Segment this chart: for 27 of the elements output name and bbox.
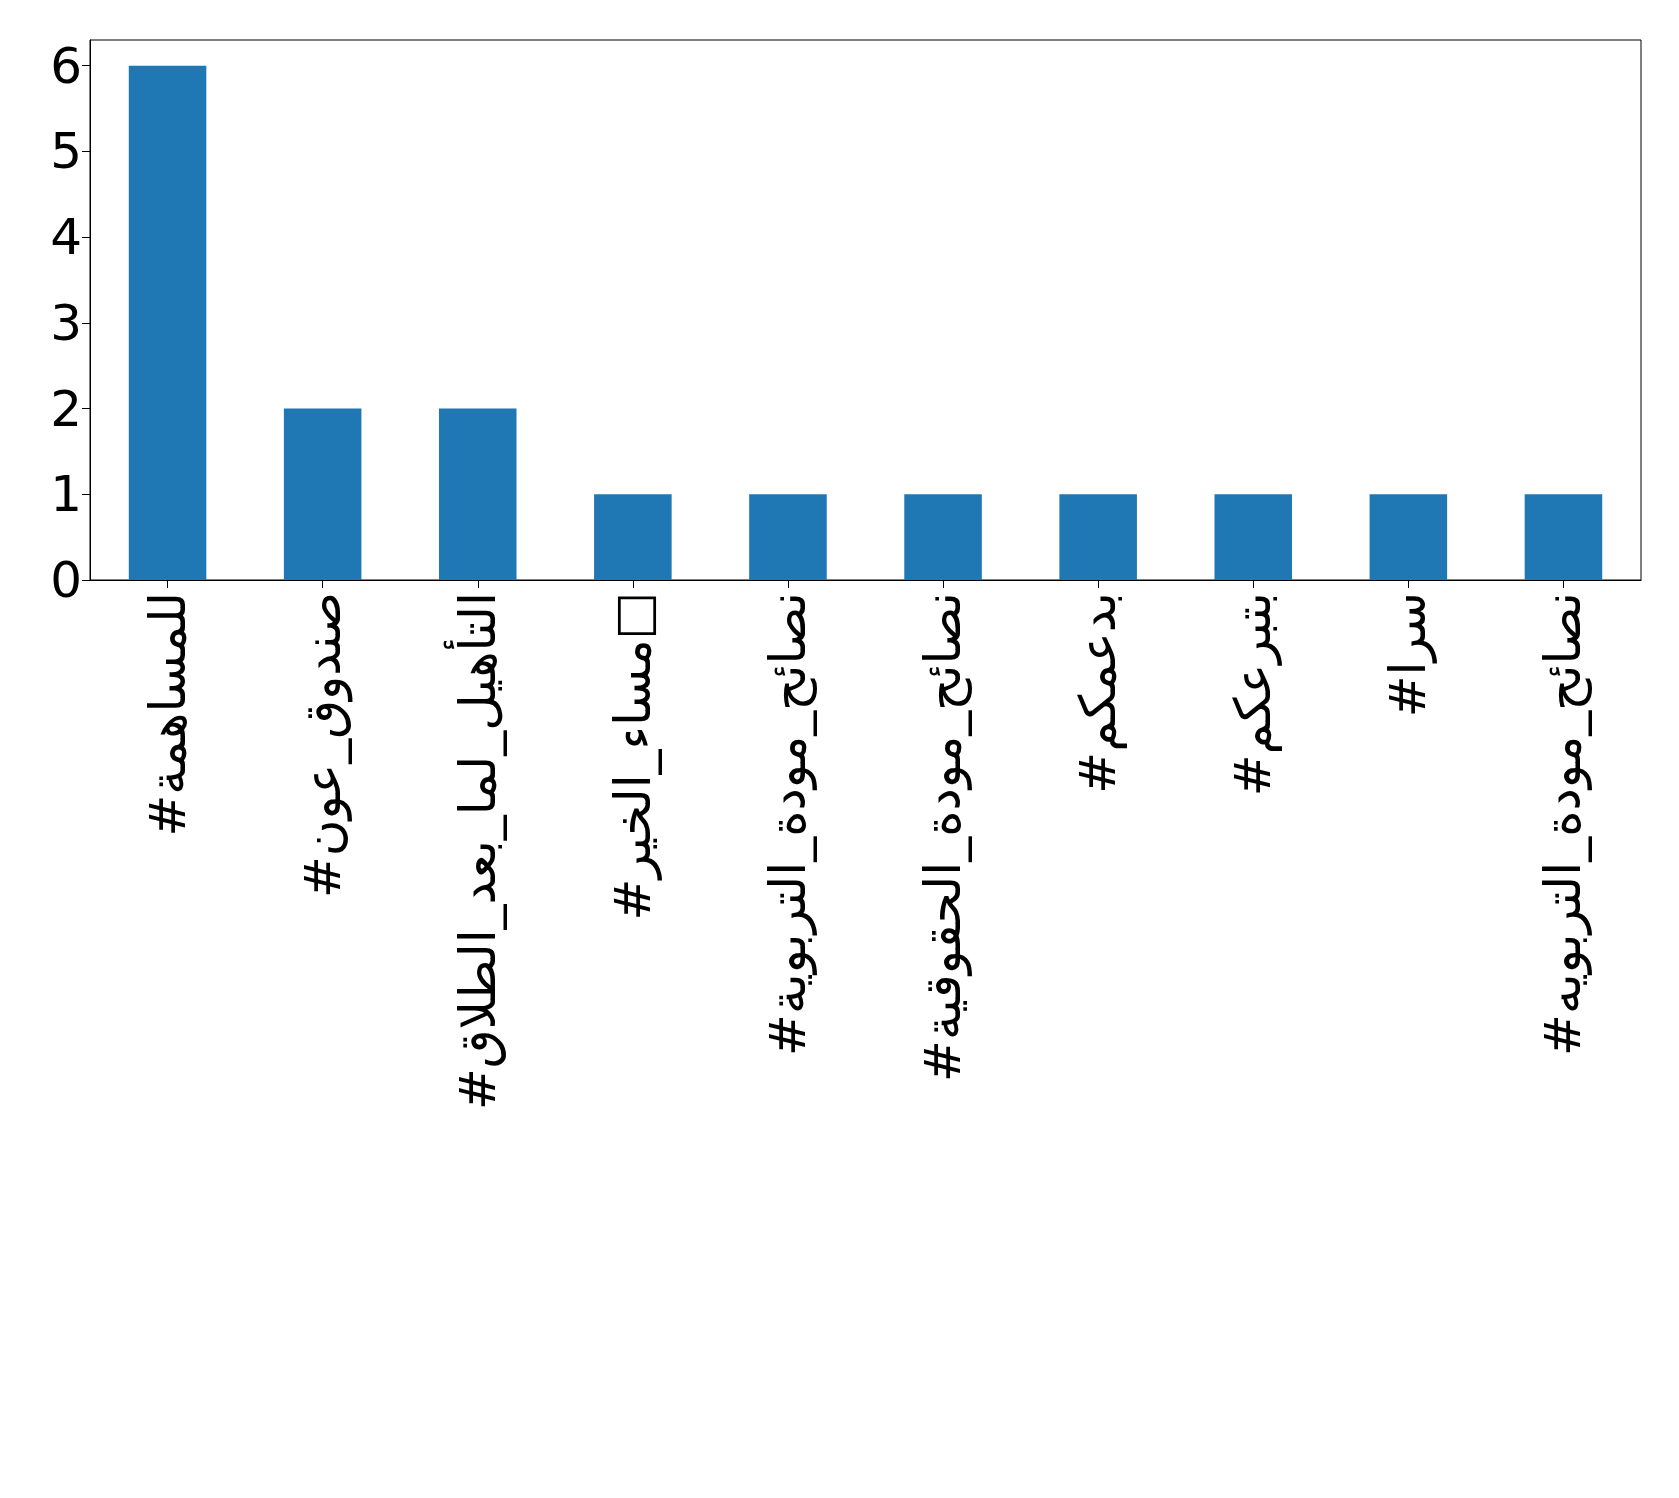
x-tick-label: #بدعمكم xyxy=(1069,592,1128,794)
bar xyxy=(904,494,982,580)
bar xyxy=(1524,494,1603,580)
x-tick-label: #بتبرعكم xyxy=(1224,592,1283,797)
bar xyxy=(438,408,517,580)
x-tick-label: #نصائح_مودة_الحقوقية xyxy=(914,592,974,1083)
bar xyxy=(1214,494,1293,580)
x-tick-label: #صندوق_عون xyxy=(293,592,353,899)
x-tick-label: #التأهيل_لما_بعد_الطلاق xyxy=(442,592,507,1111)
bar xyxy=(749,494,827,580)
y-tick-label: 0 xyxy=(50,551,82,609)
bar xyxy=(283,408,362,580)
y-tick-label: 4 xyxy=(50,208,82,267)
x-tick-label: #نصائح_مودة_التربويه xyxy=(1534,592,1594,1056)
y-tick-label: 1 xyxy=(50,465,82,524)
y-tick-label: 2 xyxy=(50,379,82,438)
y-tick-label: 5 xyxy=(50,122,82,181)
y-tick-label: 3 xyxy=(50,293,82,352)
bar xyxy=(1059,494,1137,580)
bar xyxy=(594,494,672,580)
y-tick-label: 6 xyxy=(50,36,82,95)
bar xyxy=(1369,494,1448,580)
bar xyxy=(128,65,207,580)
x-tick-label: #للمساهمة xyxy=(138,592,197,837)
x-tick-label: #مساء_الخير□ xyxy=(603,592,662,921)
x-tick-label: #سرا xyxy=(1379,592,1438,718)
x-tick-label: #نصائح_مودة_التربوية xyxy=(758,592,818,1056)
